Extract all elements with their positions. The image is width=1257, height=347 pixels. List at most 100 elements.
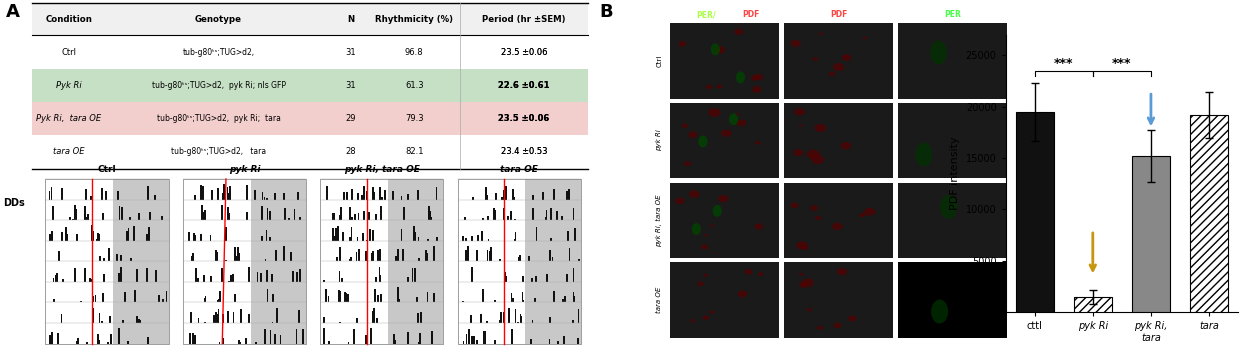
Bar [182,179,250,200]
Text: tara OE: tara OE [500,165,538,174]
Ellipse shape [698,281,704,286]
Bar [217,300,219,302]
Bar [353,214,356,220]
Bar [225,227,226,241]
Bar [471,336,473,344]
Bar [321,179,444,344]
Bar [321,302,388,323]
Bar [194,235,196,241]
Ellipse shape [843,55,847,58]
Bar [192,253,194,261]
Bar [323,328,326,344]
Bar [417,313,419,323]
Text: tara OE: tara OE [53,147,84,156]
Bar [392,191,393,200]
Bar [499,320,502,323]
Bar [226,187,229,200]
Bar [568,189,571,200]
Bar [136,269,138,282]
Bar [84,215,85,220]
Bar [476,340,478,344]
Bar [204,212,205,220]
Bar [147,198,148,200]
Bar [514,219,517,220]
Bar [202,274,205,282]
Bar [458,323,581,344]
Bar [221,193,224,200]
Bar [333,213,334,220]
Bar [272,274,273,282]
Bar [299,217,300,220]
Bar [327,186,328,200]
Bar [463,236,464,241]
Bar [458,282,525,302]
Text: 23.5 ±0.06: 23.5 ±0.06 [498,114,549,123]
Bar [221,338,224,344]
Bar [363,211,365,220]
Bar [211,190,212,200]
Bar [489,251,491,261]
Bar [45,302,113,323]
Bar [553,189,556,200]
Bar [265,230,268,241]
Bar [402,249,403,261]
Bar [552,257,553,261]
Bar [321,241,388,261]
Bar [336,237,337,241]
Bar [378,268,381,282]
Bar [50,187,53,200]
Bar [546,217,547,220]
Bar [336,228,337,241]
Bar [65,227,67,241]
Bar [225,260,226,261]
Text: PDF: PDF [742,10,759,19]
Bar [532,208,533,220]
Bar [486,321,488,323]
Bar [201,205,204,220]
Bar [468,329,470,344]
Bar [212,315,215,323]
Bar [414,269,416,282]
Text: 79.3: 79.3 [405,114,424,123]
Bar [155,195,156,200]
Bar [483,331,485,344]
Bar [189,239,190,241]
Text: PER/: PER/ [696,10,716,19]
Bar [45,179,168,344]
Ellipse shape [710,43,720,55]
Ellipse shape [708,108,720,117]
Bar [122,320,124,323]
Bar [353,329,354,344]
Bar [45,241,168,261]
Ellipse shape [813,57,818,61]
Bar [204,298,206,302]
Text: Rhythmicity (%): Rhythmicity (%) [376,15,454,24]
Bar [118,273,121,282]
Bar [107,342,108,344]
Bar [266,270,268,282]
Bar [436,237,437,241]
Bar [217,310,219,323]
Bar [503,312,505,323]
Bar [45,282,113,302]
Bar [229,186,231,200]
Bar [1190,115,1228,312]
Bar [273,294,274,302]
Bar [380,249,381,261]
Text: 31: 31 [346,48,356,57]
Bar [182,241,250,261]
Bar [339,322,341,323]
Bar [484,331,486,344]
Text: ***: *** [1112,57,1131,70]
Bar [431,338,434,344]
Bar [210,235,211,241]
Bar [486,250,488,261]
Ellipse shape [681,124,688,128]
Bar [348,259,351,261]
Bar [93,296,94,302]
Bar [275,250,277,261]
Bar [239,342,241,344]
Bar [195,335,196,344]
Bar [111,333,112,344]
Bar [549,317,551,323]
